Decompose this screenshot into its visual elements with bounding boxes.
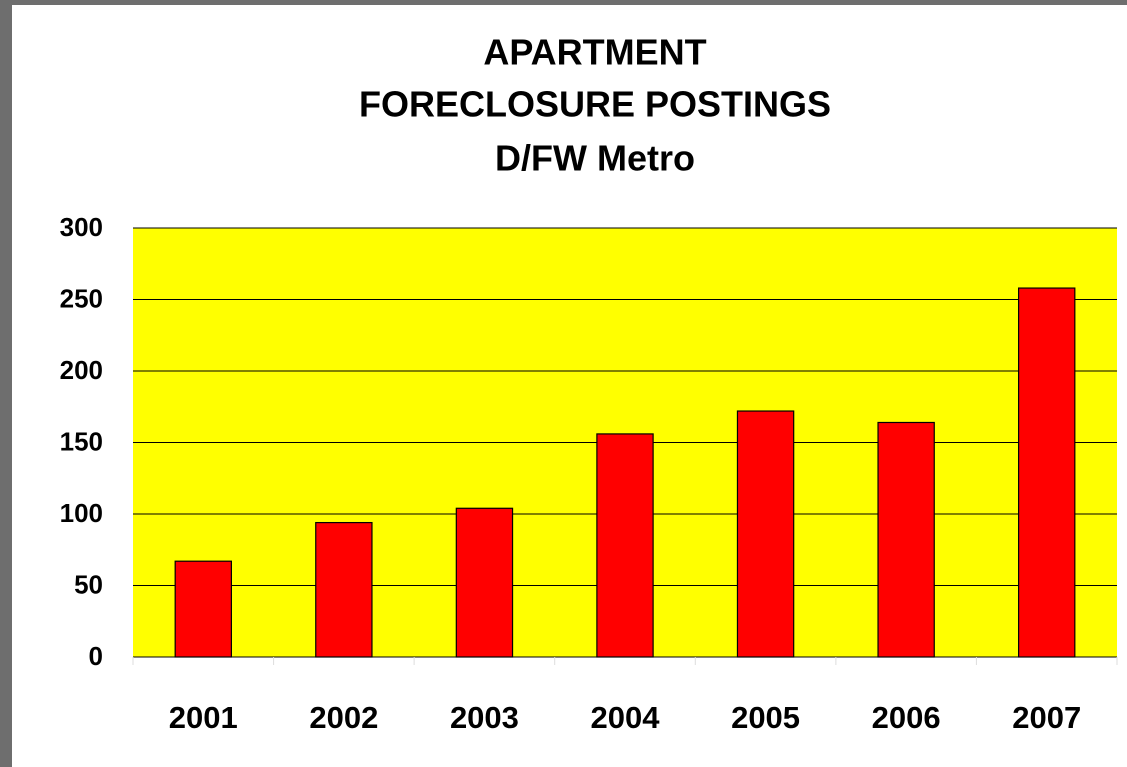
bar — [877, 421, 935, 658]
x-tick-label: 2004 — [591, 700, 661, 735]
chart-title: APARTMENT — [483, 32, 706, 73]
bar — [596, 433, 654, 658]
bar — [315, 521, 373, 658]
x-tick-label: 2006 — [872, 700, 941, 735]
x-tick-label: 2002 — [309, 700, 378, 735]
x-tick-label: 2003 — [450, 700, 519, 735]
x-tick-label: 2005 — [731, 700, 800, 735]
x-tick-label: 2001 — [169, 700, 238, 735]
chart-subtitle: D/FW Metro — [495, 138, 695, 179]
bar — [174, 560, 233, 658]
y-tick-label: 50 — [74, 569, 103, 599]
y-tick-label: 0 — [89, 641, 103, 671]
y-tick-label: 300 — [60, 212, 103, 242]
y-tick-label: 100 — [60, 498, 103, 528]
bar — [736, 410, 795, 658]
bar — [1017, 287, 1076, 658]
chart-title: FORECLOSURE POSTINGS — [359, 84, 831, 125]
y-tick-label: 150 — [60, 426, 103, 456]
x-tick-label: 2007 — [1012, 700, 1081, 735]
y-tick-label: 200 — [60, 355, 103, 385]
y-tick-label: 250 — [60, 283, 103, 313]
bar — [455, 507, 514, 658]
